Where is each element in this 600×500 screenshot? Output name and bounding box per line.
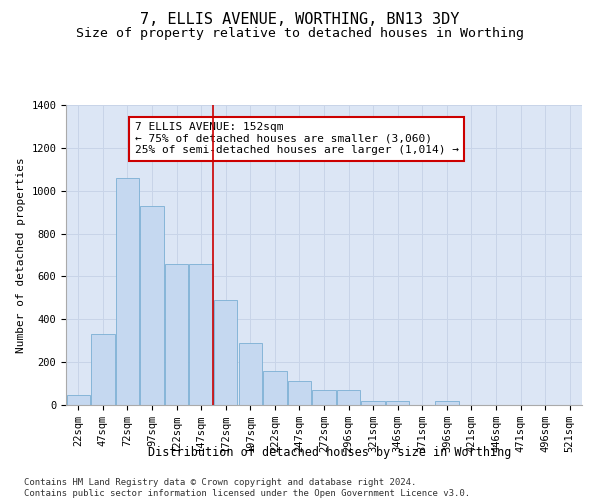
Bar — [263, 370, 287, 405]
Bar — [386, 401, 409, 405]
Text: 7 ELLIS AVENUE: 152sqm
← 75% of detached houses are smaller (3,060)
25% of semi-: 7 ELLIS AVENUE: 152sqm ← 75% of detached… — [135, 122, 459, 156]
Bar — [165, 264, 188, 405]
Text: 7, ELLIS AVENUE, WORTHING, BN13 3DY: 7, ELLIS AVENUE, WORTHING, BN13 3DY — [140, 12, 460, 28]
Bar — [190, 264, 213, 405]
Text: Size of property relative to detached houses in Worthing: Size of property relative to detached ho… — [76, 28, 524, 40]
Bar — [337, 390, 360, 405]
Y-axis label: Number of detached properties: Number of detached properties — [16, 157, 26, 353]
Text: Distribution of detached houses by size in Worthing: Distribution of detached houses by size … — [148, 446, 512, 459]
Bar — [116, 178, 139, 405]
Text: Contains HM Land Registry data © Crown copyright and database right 2024.
Contai: Contains HM Land Registry data © Crown c… — [24, 478, 470, 498]
Bar — [435, 401, 458, 405]
Bar — [288, 382, 311, 405]
Bar — [313, 390, 335, 405]
Bar — [239, 343, 262, 405]
Bar — [140, 206, 164, 405]
Bar — [361, 401, 385, 405]
Bar — [91, 334, 115, 405]
Bar — [214, 300, 238, 405]
Bar — [67, 396, 90, 405]
